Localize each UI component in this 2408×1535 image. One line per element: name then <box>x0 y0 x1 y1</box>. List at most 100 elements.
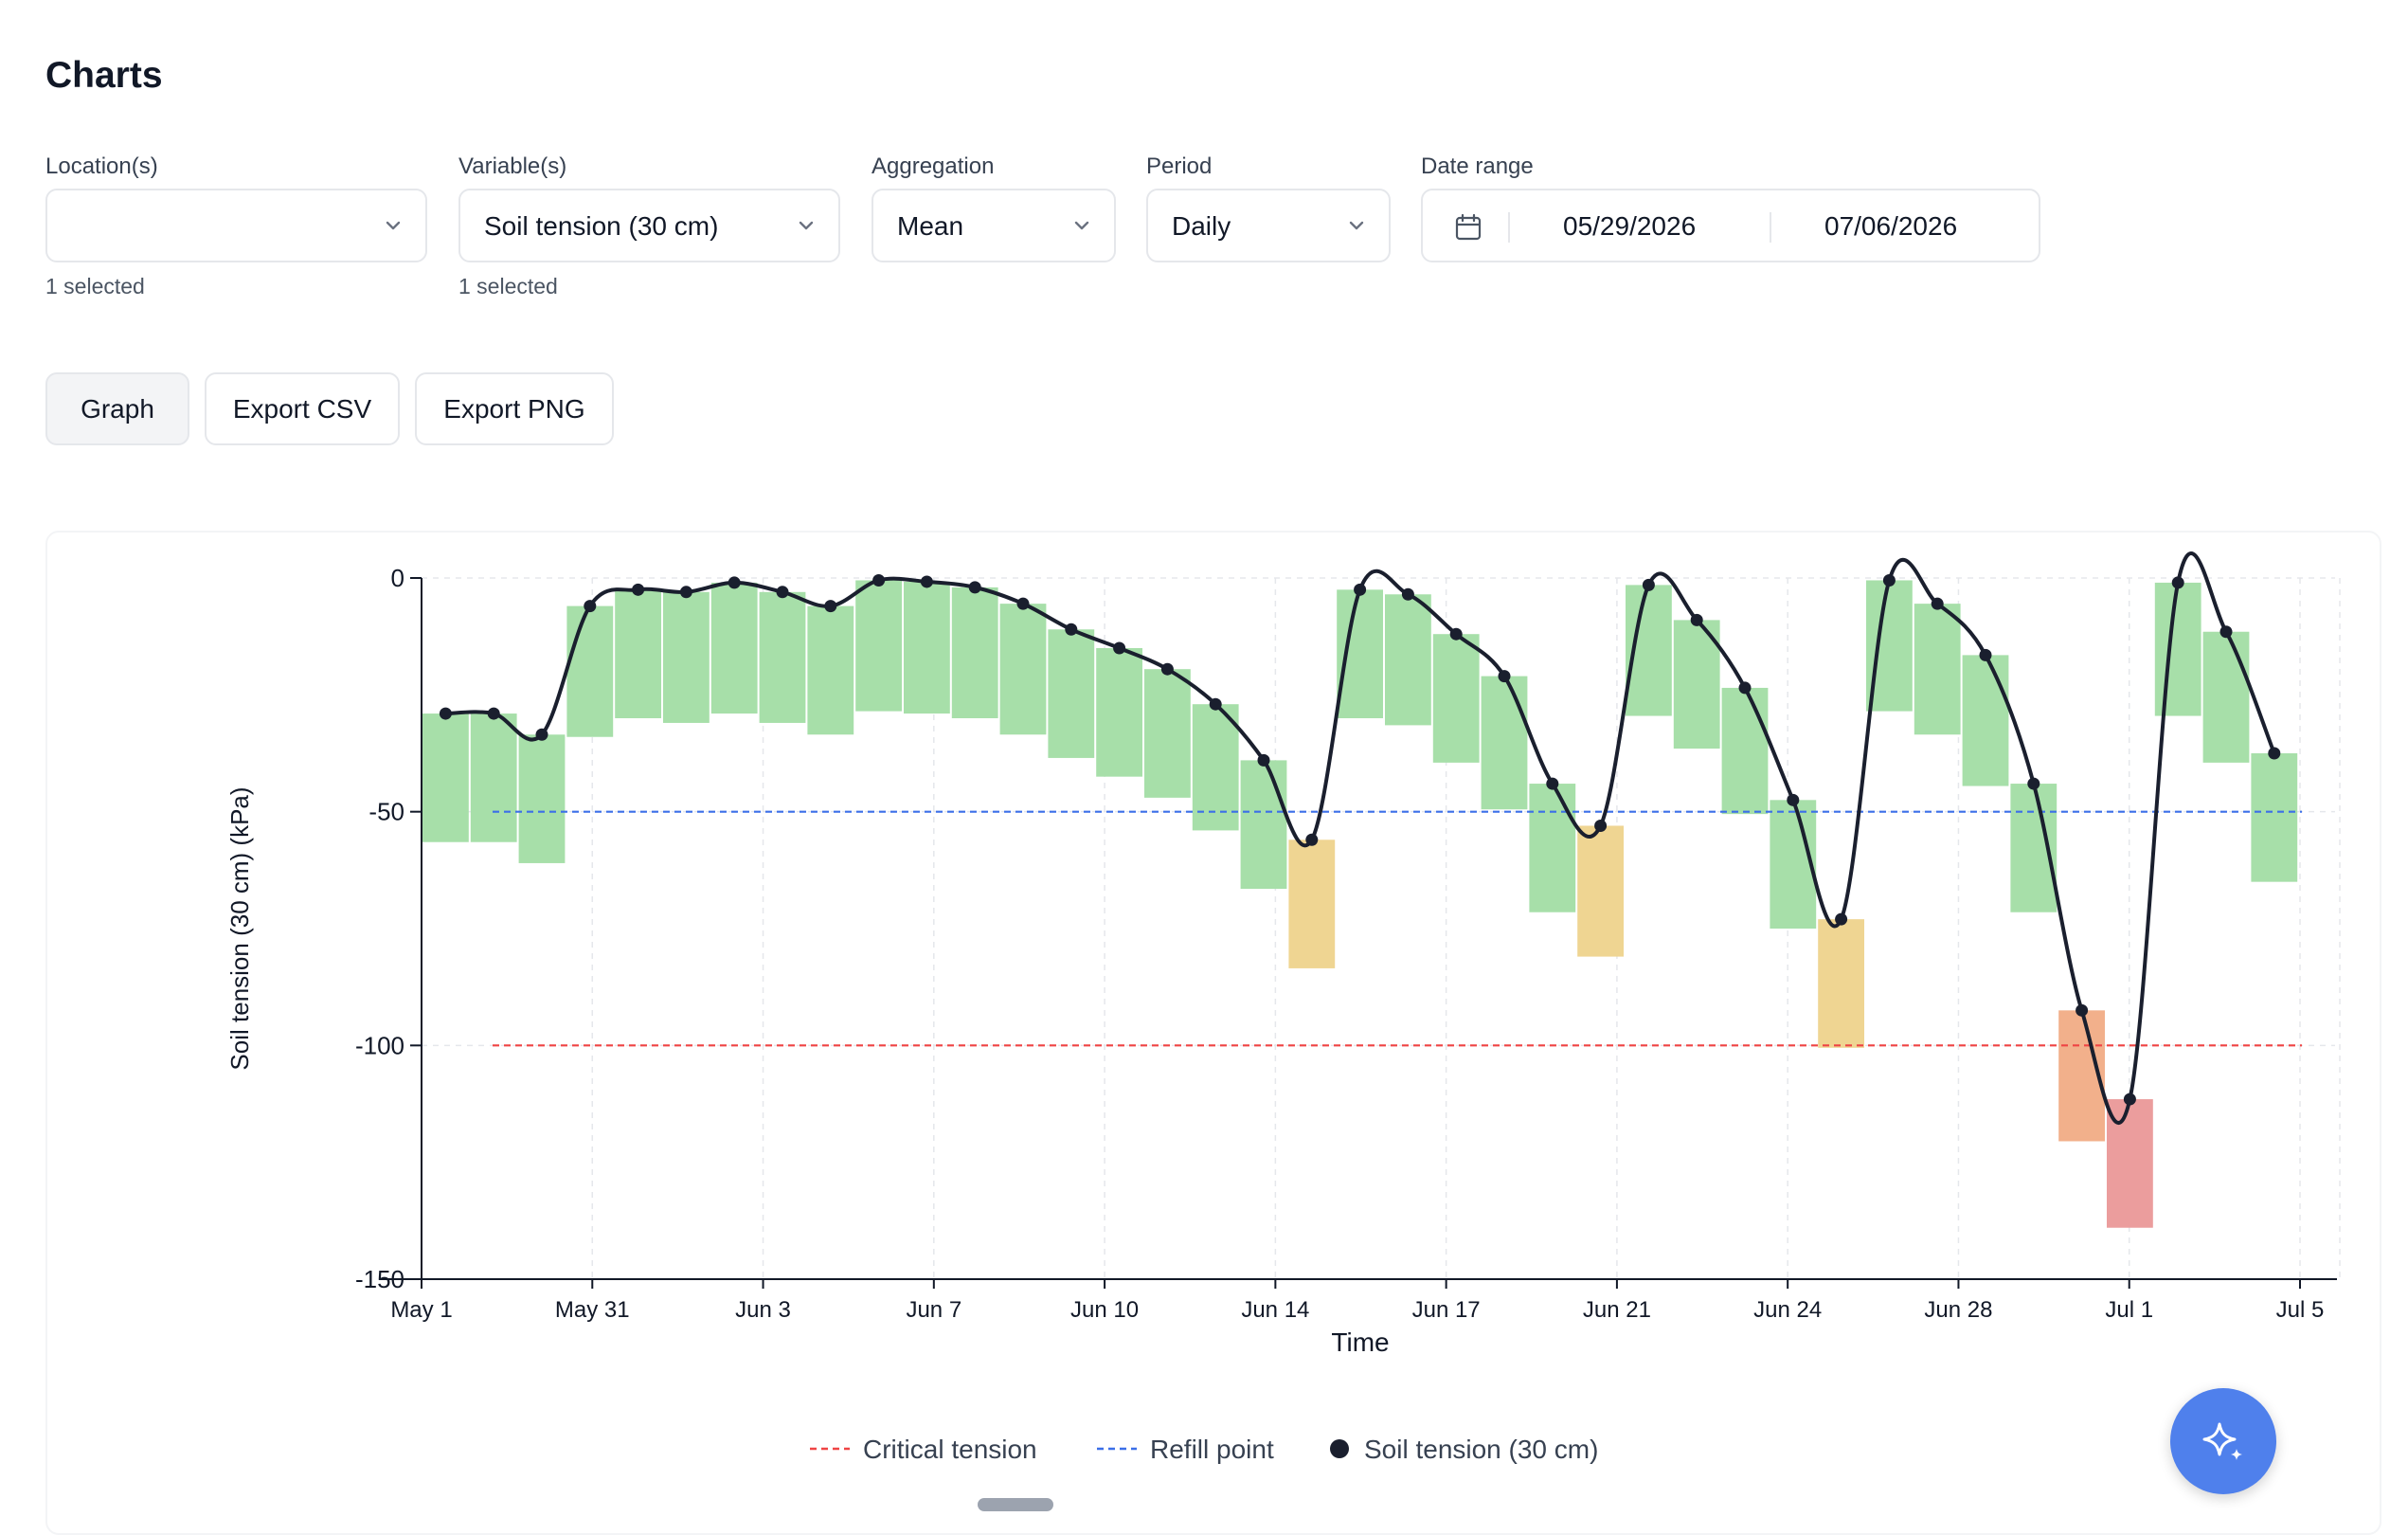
data-point <box>1065 623 1078 636</box>
export-png-button[interactable]: Export PNG <box>415 372 614 445</box>
data-point <box>1160 662 1174 676</box>
data-point <box>535 728 548 741</box>
range-bar <box>2154 582 2201 716</box>
range-bar <box>1962 655 2009 786</box>
x-tick-label: Jun 3 <box>735 1297 791 1323</box>
calendar-icon[interactable] <box>1453 212 1483 243</box>
aggregation-label: Aggregation <box>872 154 995 179</box>
data-point <box>632 583 645 596</box>
variable-select[interactable]: Soil tension (30 cm) <box>458 189 840 262</box>
period-label: Period <box>1146 154 1213 179</box>
data-point <box>1257 753 1270 767</box>
y-tick-label: -100 <box>355 1031 404 1059</box>
data-point <box>1787 793 1800 806</box>
range-bar <box>999 604 1047 735</box>
chevron-down-icon <box>1074 221 1089 230</box>
export-csv-button[interactable]: Export CSV <box>205 372 400 445</box>
x-tick-label: Jul 5 <box>2276 1297 2325 1323</box>
location-select[interactable] <box>45 189 427 262</box>
scroll-handle[interactable] <box>978 1498 1053 1511</box>
location-helper: 1 selected <box>45 274 145 298</box>
range-bar <box>951 587 998 718</box>
date-end-input[interactable]: 07/06/2026 <box>1824 211 1958 241</box>
range-bar <box>1481 676 1528 810</box>
data-point <box>776 586 789 599</box>
range-bar <box>1432 634 1480 763</box>
x-axis-title: Time <box>1331 1327 1389 1357</box>
y-axis-title: Soil tension (30 cm) (kPa) <box>225 786 254 1070</box>
range-bar <box>470 713 517 842</box>
date-separator <box>1508 212 1510 243</box>
data-point <box>2171 576 2184 589</box>
data-point <box>1113 641 1126 655</box>
assistant-button[interactable] <box>2170 1388 2276 1494</box>
date-separator <box>1770 212 1771 243</box>
range-bar <box>1673 620 1720 749</box>
data-point <box>824 600 837 613</box>
chevron-down-icon <box>1349 221 1364 230</box>
range-bar <box>566 605 614 737</box>
data-point <box>2027 777 2040 790</box>
graph-button[interactable]: Graph <box>45 372 189 445</box>
variable-label: Variable(s) <box>458 154 567 179</box>
data-point <box>1016 597 1030 610</box>
y-tick-label: 0 <box>391 564 404 592</box>
chevron-down-icon <box>799 221 814 230</box>
period-value: Daily <box>1172 211 1231 241</box>
x-tick-label: May 1 <box>390 1297 452 1323</box>
data-point <box>1642 578 1655 591</box>
date-range-picker[interactable]: 05/29/2026 07/06/2026 <box>1421 189 2040 262</box>
x-tick-label: Jun 28 <box>1924 1297 1992 1323</box>
soil-tension-line <box>445 551 2276 1125</box>
data-point <box>920 575 933 588</box>
range-bar <box>1385 594 1431 726</box>
range-bar <box>663 591 710 723</box>
data-point <box>2076 1003 2089 1017</box>
legend-soil-tension-swatch <box>1330 1439 1349 1458</box>
period-select[interactable]: Daily <box>1146 189 1391 262</box>
range-bar <box>1096 648 1142 777</box>
data-point <box>1979 648 1992 661</box>
range-bar <box>710 582 758 714</box>
x-tick-label: May 31 <box>555 1297 630 1323</box>
data-point <box>487 707 500 720</box>
data-point <box>1931 597 1944 610</box>
aggregation-select[interactable]: Mean <box>872 189 1116 262</box>
variable-helper: 1 selected <box>458 274 558 298</box>
range-bar <box>1144 669 1191 798</box>
x-tick-label: Jul 1 <box>2105 1297 2153 1323</box>
range-bar <box>1529 784 1576 912</box>
range-bar <box>2202 631 2250 763</box>
data-point <box>1690 613 1703 626</box>
range-bar <box>855 580 902 712</box>
data-point <box>584 600 597 613</box>
range-bar <box>759 591 806 723</box>
y-tick-label: -150 <box>355 1265 404 1293</box>
range-bar <box>1192 704 1239 831</box>
x-tick-label: Jun 21 <box>1583 1297 1651 1323</box>
data-point <box>728 576 741 589</box>
date-start-input[interactable]: 05/29/2026 <box>1563 211 1697 241</box>
range-bar <box>1818 919 1864 1048</box>
range-bar <box>1048 629 1095 758</box>
data-point <box>1738 681 1752 695</box>
data-point <box>2219 625 2233 639</box>
variable-value: Soil tension (30 cm) <box>484 211 719 241</box>
legend-critical-tension: Critical tension <box>863 1435 1037 1464</box>
data-point <box>1209 697 1222 711</box>
data-point <box>1835 912 1848 926</box>
legend-refill-point: Refill point <box>1150 1435 1274 1464</box>
data-point <box>1449 627 1463 641</box>
data-point <box>1401 587 1414 601</box>
y-tick-label: -50 <box>368 798 404 826</box>
range-bar <box>615 589 661 718</box>
data-point <box>1354 583 1367 596</box>
chevron-down-icon <box>386 221 401 230</box>
range-bar <box>2251 753 2298 882</box>
range-bar <box>1721 687 1769 815</box>
range-bar <box>1337 589 1383 718</box>
range-bar <box>518 734 566 863</box>
range-bar <box>904 581 950 714</box>
data-point <box>1305 833 1319 846</box>
